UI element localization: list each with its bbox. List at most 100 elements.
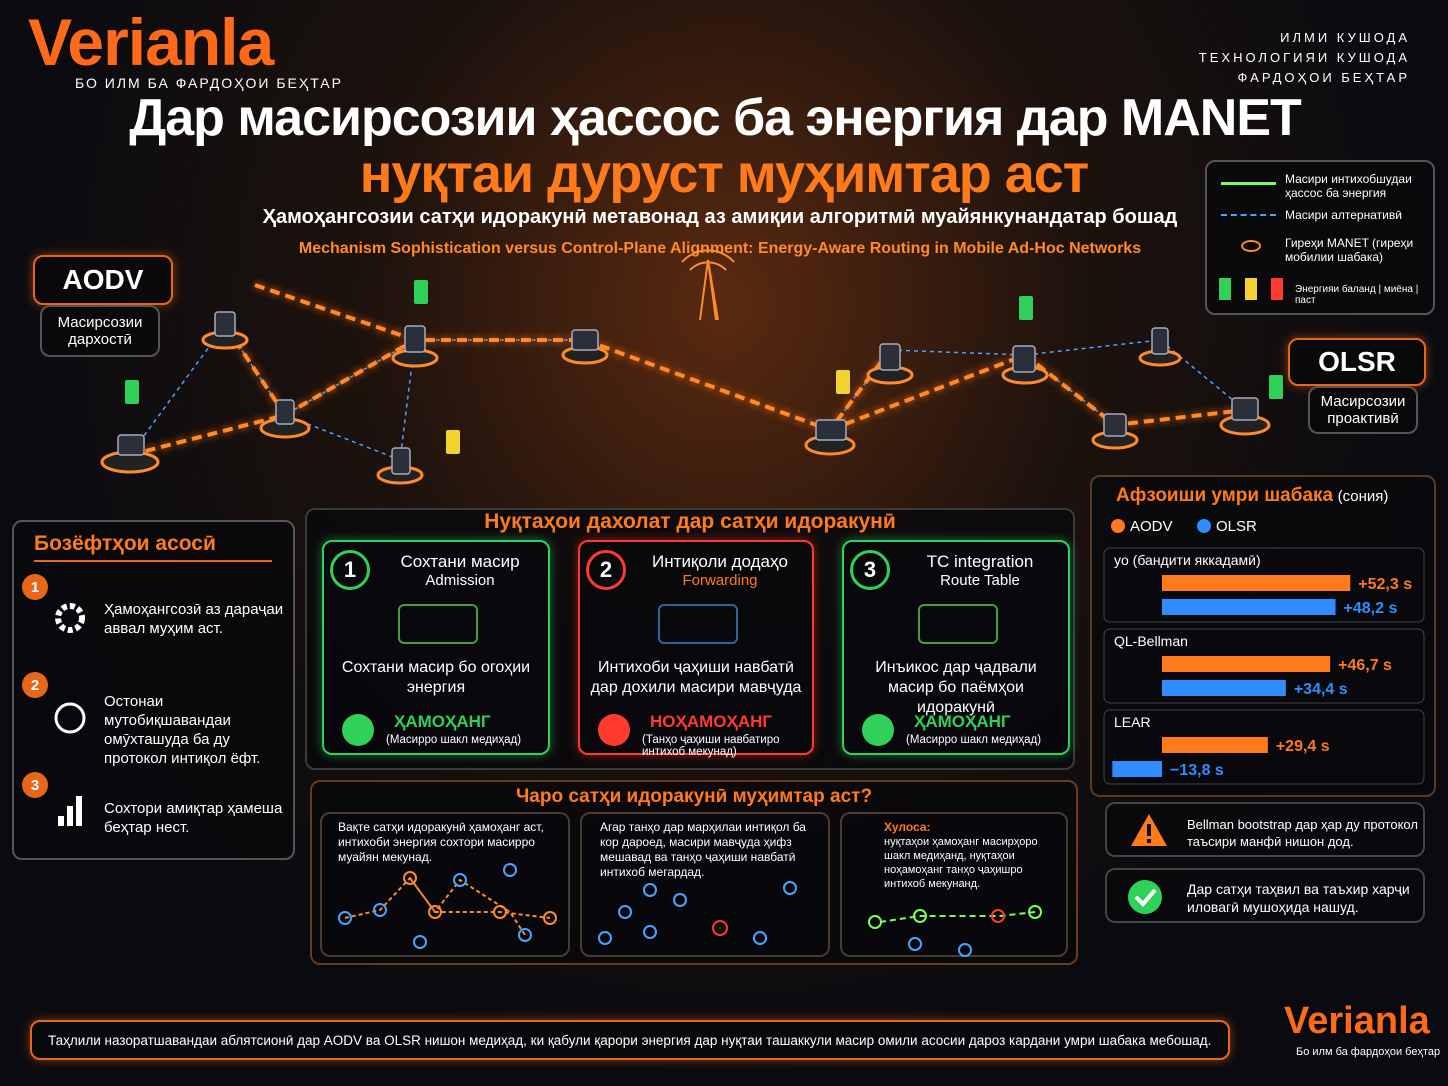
note-text: Дар сатҳи таҳвил ва таъхир харҷи иловагӣ…	[1187, 881, 1410, 915]
value-label: +29,4 s	[1276, 738, 1330, 755]
title: Дар масирсозии ҳассос ба энергия дар MAN…	[129, 89, 1302, 147]
legend-text: Масири интихобшудаи ҳассос ба энергия	[1285, 172, 1412, 200]
card-title: TC integration	[926, 552, 1034, 571]
conclusion-label: Хулоса:	[884, 820, 931, 834]
finding-number: 3	[22, 772, 48, 798]
card-note: (Танҳо ҷаҳиши навбатиро интихоб мекунад)	[642, 734, 780, 758]
map-legend: Масири интихобшудаи ҳассос ба энергия Ма…	[1205, 160, 1435, 315]
legend-swatch	[1221, 214, 1276, 216]
finding-text: Ҳамоҳангсозӣ аз дараҷаи аввал муҳим аст.	[104, 601, 284, 637]
value-label: +52,3 s	[1358, 576, 1412, 593]
legend-swatch	[1241, 240, 1261, 252]
why-text: Вақте сатҳи идоракунӣ ҳамоҳанг аст, инти…	[338, 820, 544, 864]
lifetime-chart: AODV OLSR yo (бандити яккадамӣ) +52,3 s +48,…	[1103, 518, 1425, 785]
protocol-desc: Масирсозии дархостӣ	[40, 305, 160, 357]
chart-unit: (сония)	[1337, 488, 1389, 505]
legend-label: OLSR	[1216, 518, 1257, 535]
card-title: Сохтани масир	[400, 552, 520, 571]
finding-number: 1	[22, 574, 48, 600]
value-label: +48,2 s	[1344, 600, 1398, 617]
category-label: QL-Bellman	[1114, 633, 1188, 649]
tagline: БО ИЛМ БА ФАРДОҲОИ БЕҲТАР	[75, 75, 343, 91]
why-card: Хулоса: нуқтаҳои ҳамоҳанг масирҳоро шакл…	[840, 812, 1068, 957]
legend-text: Энергияи баланд | миёна | паст	[1295, 284, 1419, 306]
chart-title: Афзоиши умри шабака	[1116, 485, 1334, 506]
intervention-title: Нуқтаҳои дахолат дар сатҳи идоракунӣ	[484, 510, 896, 533]
header-line: ФАРДОҲОИ БЕҲТАР	[1237, 70, 1410, 85]
finding-number: 2	[22, 672, 48, 698]
intervention-card: 1 Сохтани масир Admission Сохтани масир бо …	[322, 540, 550, 755]
card-status: НОҲАМОҲАНГ	[650, 712, 773, 731]
protocol-name: AODV	[33, 255, 173, 305]
bar	[1162, 737, 1268, 753]
why-text: Агар танҳо дар марҳилаи интиқол ба кор д…	[600, 820, 806, 879]
card-title: Интиқоли додаҳо	[652, 552, 788, 571]
finding-icons	[54, 603, 86, 826]
protocol-desc: Масирсозии проактивӣ	[1308, 386, 1418, 434]
intervention-card: 2 Интиқоли додаҳо Forwarding Интихоби ҷаҳиш…	[578, 540, 814, 758]
category-label: yo (бандити яккадамӣ)	[1114, 552, 1261, 568]
card-desc: Сохтани масир бо огоҳии энергия	[341, 659, 531, 696]
findings-title: Бозёфтҳои асосӣ	[34, 532, 272, 562]
legend-text: Масири алтернативӣ	[1285, 208, 1402, 222]
legend-label: AODV	[1130, 518, 1173, 535]
network-map	[100, 249, 1283, 485]
why-title: Чаро сатҳи идоракунӣ муҳимтар аст?	[515, 786, 873, 807]
finding-text: Остонаи мутобиқшавандаи омӯхташуда ба ду…	[104, 693, 261, 767]
legend-swatch	[1219, 278, 1231, 300]
note: Дар сатҳи таҳвил ва таъхир харҷи иловагӣ…	[1105, 868, 1425, 923]
card-icon	[398, 604, 478, 644]
status-icon	[598, 714, 630, 746]
card-note: (Масирро шакл медиҳад)	[386, 734, 522, 746]
bar	[1162, 656, 1331, 672]
value-label: +46,7 s	[1338, 657, 1392, 674]
bar	[1162, 599, 1336, 615]
subtitle: Ҳамоҳангсозии сатҳи идоракунӣ метавонад …	[262, 206, 1178, 228]
warning-icon	[1131, 814, 1167, 846]
header-line: ИЛМИ КУШОДА	[1280, 30, 1410, 45]
value-label: −13,8 s	[1170, 762, 1224, 779]
card-subtitle: Route Table	[940, 572, 1020, 589]
card-number: 1	[330, 550, 370, 590]
legend-marker	[1111, 519, 1125, 533]
footer-box: Таҳлили назоратшавандаи аблятсионӣ дар A…	[30, 1020, 1230, 1060]
status-icon	[862, 714, 894, 746]
legend-swatch	[1245, 278, 1257, 300]
title-highlight: нуқтаи дуруст муҳимтар аст	[359, 144, 1089, 204]
card-status: ҲАМОҲАНГ	[914, 712, 1011, 731]
bar	[1112, 761, 1162, 777]
check-icon	[1128, 880, 1162, 914]
intervention-card: 3 TC integration Route Table Инъикос дар ҷа…	[842, 540, 1070, 755]
english-subtitle: Mechanism Sophistication versus Control-…	[298, 240, 1142, 257]
card-number: 2	[586, 550, 626, 590]
protocol-name: OLSR	[1288, 338, 1426, 386]
card-subtitle: Admission	[425, 572, 495, 589]
card-subtitle: Forwarding	[682, 572, 758, 589]
chart-title-group: Афзоиши умри шабака (сония)	[1116, 485, 1388, 507]
value-label: +34,4 s	[1294, 681, 1348, 698]
card-note: (Масирро шакл медиҳад)	[906, 734, 1042, 746]
footer-logo: Verianla	[1284, 1000, 1430, 1042]
findings-panel: Бозёфтҳои асосӣ 1 Ҳамоҳангсозӣ аз дараҷа…	[12, 520, 295, 860]
card-desc: Инъикос дар ҷадвали масир бо паёмҳои идо…	[875, 659, 1037, 716]
status-icon	[342, 714, 374, 746]
category-label: LEAR	[1114, 714, 1151, 730]
why-card: Агар танҳо дар марҳилаи интиқол ба кор д…	[580, 812, 830, 957]
bar	[1162, 680, 1286, 696]
legend-text: Гиреҳи MANET (гиреҳи мобилии шабака)	[1285, 236, 1414, 264]
card-desc: Интихоби ҷаҳиши навбатӣ дар дохили масир…	[590, 659, 802, 696]
note-text: Bellman bootstrap дар ҳар ду протокол та…	[1187, 817, 1418, 849]
legend-marker	[1197, 519, 1211, 533]
bar	[1162, 575, 1351, 591]
header-right: ИЛМИ КУШОДА ТЕХНОЛОГИЯИ КУШОДА ФАРДОҲОИ …	[1199, 28, 1410, 88]
why-text: нуқтаҳои ҳамоҳанг масирҳоро шакл медиҳан…	[884, 836, 1038, 890]
legend-swatch	[1271, 278, 1283, 300]
card-icon	[918, 604, 998, 644]
card-number: 3	[850, 550, 890, 590]
why-diagrams	[338, 863, 1042, 957]
footer-text: Таҳлили назоратшавандаи аблятсионӣ дар A…	[48, 1033, 1212, 1048]
finding-text: Сохтори амиқтар ҳамеша беҳтар нест.	[104, 800, 283, 836]
note: Bellman bootstrap дар ҳар ду протокол та…	[1105, 802, 1425, 857]
card-status: ҲАМОҲАНГ	[394, 712, 491, 731]
